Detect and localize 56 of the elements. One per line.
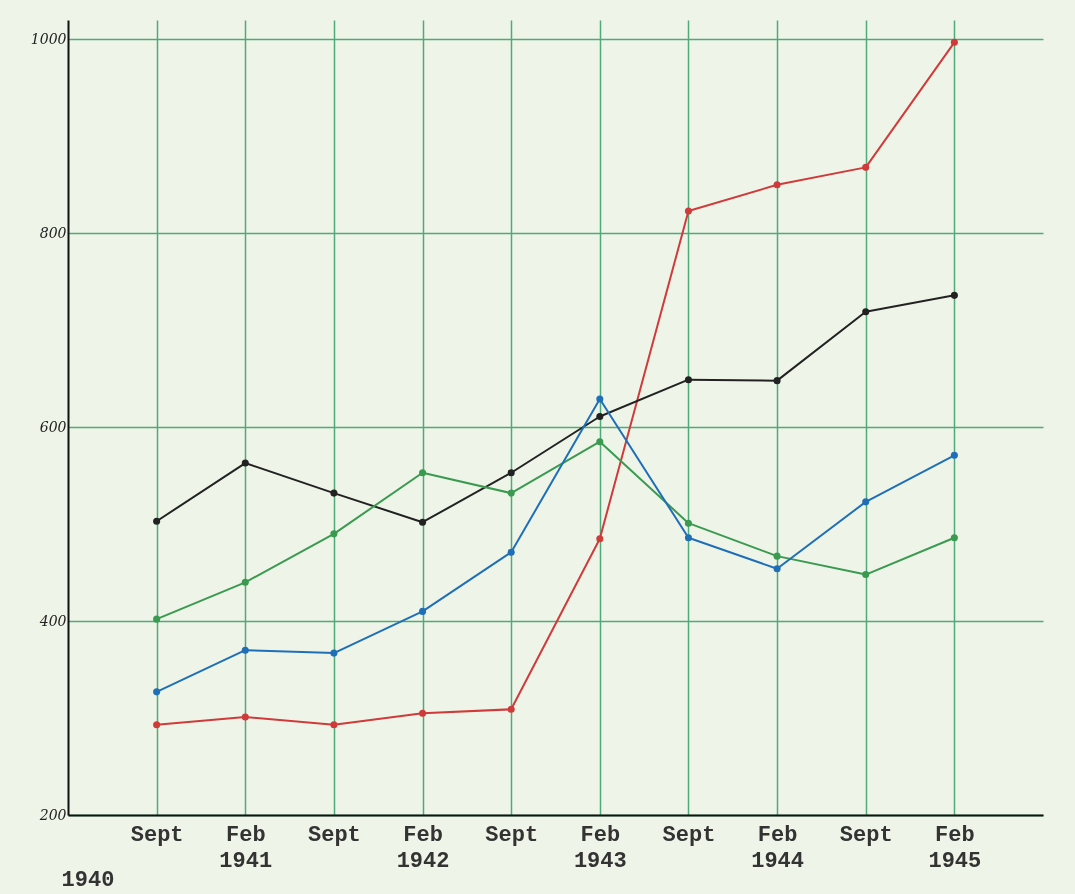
point (596, 413, 604, 421)
point (950, 451, 958, 459)
point (684, 207, 692, 215)
x-tick-label: Feb 1942 (396, 822, 450, 874)
x-tick-label: Feb 1944 (751, 822, 804, 874)
point (153, 688, 161, 696)
point (862, 498, 870, 506)
text: 1940 (61, 868, 115, 893)
point (950, 38, 958, 46)
point (330, 530, 338, 538)
y-tick-label: 400 (38, 612, 67, 629)
point (596, 395, 604, 403)
x-tick-label: Sept (662, 822, 716, 848)
x-tick-label: Sept (308, 822, 361, 848)
point (241, 646, 249, 654)
point (507, 469, 515, 477)
point (507, 489, 515, 497)
point (684, 519, 692, 527)
point (330, 721, 338, 729)
x-tick-label: Feb 1945 (928, 822, 982, 874)
point (862, 308, 870, 316)
point (241, 459, 249, 467)
point (950, 534, 958, 542)
point (419, 518, 427, 526)
point (153, 721, 161, 729)
point (684, 376, 692, 384)
point (684, 534, 692, 542)
point (773, 565, 781, 573)
point (773, 181, 781, 189)
point (419, 469, 427, 477)
point (507, 548, 515, 556)
point (241, 578, 249, 586)
point (507, 705, 515, 713)
point (773, 377, 781, 385)
x-tick-label: Feb 1941 (219, 822, 273, 874)
point (330, 649, 338, 657)
x-tick-label: Sept (485, 822, 539, 848)
point (950, 291, 958, 299)
y-tick-label: 200 (38, 806, 67, 823)
point (419, 607, 427, 615)
x-tick-label: Sept (130, 822, 184, 848)
point (862, 163, 870, 171)
y-tick-label: 800 (39, 224, 67, 241)
x-tick-label: Sept (839, 822, 893, 848)
point (241, 713, 249, 721)
point (596, 438, 604, 446)
y-tick-label: 1000 (30, 30, 67, 47)
point (419, 709, 427, 717)
point (596, 535, 604, 543)
y-tick-label: 600 (39, 418, 67, 435)
point (330, 489, 338, 497)
point (153, 517, 161, 525)
point (153, 615, 161, 623)
x-tick-label: Feb 1943 (573, 822, 627, 874)
point (862, 571, 870, 579)
point (773, 552, 781, 560)
